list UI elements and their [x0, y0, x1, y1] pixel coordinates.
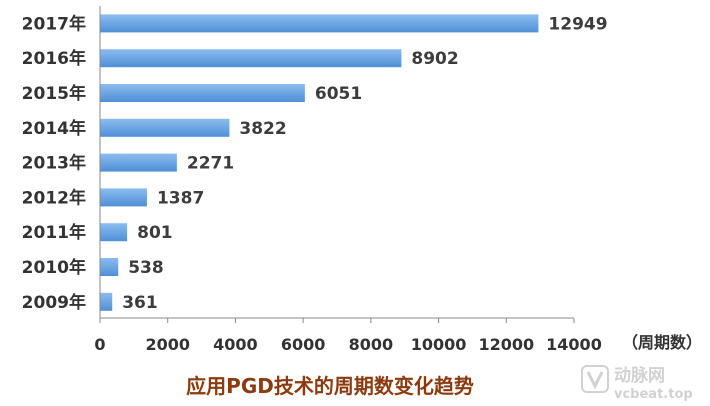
- category-label: 2011年: [22, 222, 86, 243]
- bar: [100, 292, 113, 311]
- x-axis-unit-label: （周期数）: [622, 333, 702, 352]
- category-label: 2017年: [22, 13, 86, 34]
- chart-title: 应用PGD技术的周期数变化趋势: [186, 374, 474, 398]
- bar: [100, 188, 147, 207]
- data-label: 2271: [187, 154, 234, 174]
- x-ticks-layer: 0 2000 4000 6000 8000 10000 12000 14000: [94, 318, 602, 354]
- data-label: 8902: [411, 49, 458, 69]
- category-label: 2016年: [22, 48, 86, 69]
- category-label: 2015年: [22, 83, 86, 104]
- category-label: 2010年: [22, 257, 86, 278]
- x-tick-label: 12000: [478, 335, 534, 354]
- data-label: 3822: [239, 119, 286, 139]
- x-tick-label: 10000: [411, 335, 467, 354]
- x-tick-label: 8000: [349, 335, 394, 354]
- x-tick-label: 0: [94, 335, 105, 354]
- data-label: 361: [122, 293, 158, 313]
- watermark-url: vcbeat.top: [614, 387, 693, 402]
- data-label: 6051: [315, 84, 362, 104]
- bar: [100, 223, 128, 242]
- bar: [100, 118, 230, 137]
- data-label: 538: [128, 258, 164, 278]
- category-label: 2009年: [22, 292, 86, 313]
- x-tick-label: 4000: [213, 335, 258, 354]
- x-tick-label: 2000: [145, 335, 190, 354]
- category-label: 2012年: [22, 187, 86, 208]
- x-tick-label: 6000: [281, 335, 326, 354]
- data-label: 12949: [548, 14, 607, 34]
- bar: [100, 258, 119, 276]
- watermark: 动脉网 vcbeat.top: [581, 365, 693, 402]
- bar: [100, 14, 539, 33]
- bar: [100, 84, 305, 102]
- bar: [100, 153, 177, 172]
- data-label: 801: [137, 223, 173, 243]
- data-label: 1387: [157, 188, 204, 208]
- watermark-logo-text: 动脉网: [614, 365, 665, 386]
- category-label: 2014年: [22, 118, 86, 139]
- vcbeat-logo-icon: [581, 365, 609, 393]
- bar: [100, 49, 402, 68]
- category-label: 2013年: [22, 153, 86, 174]
- bars-layer: 2017年 12949 2016年 8902 2015年 6051 2014年 3822 201…: [22, 13, 608, 312]
- x-tick-label: 14000: [546, 335, 602, 354]
